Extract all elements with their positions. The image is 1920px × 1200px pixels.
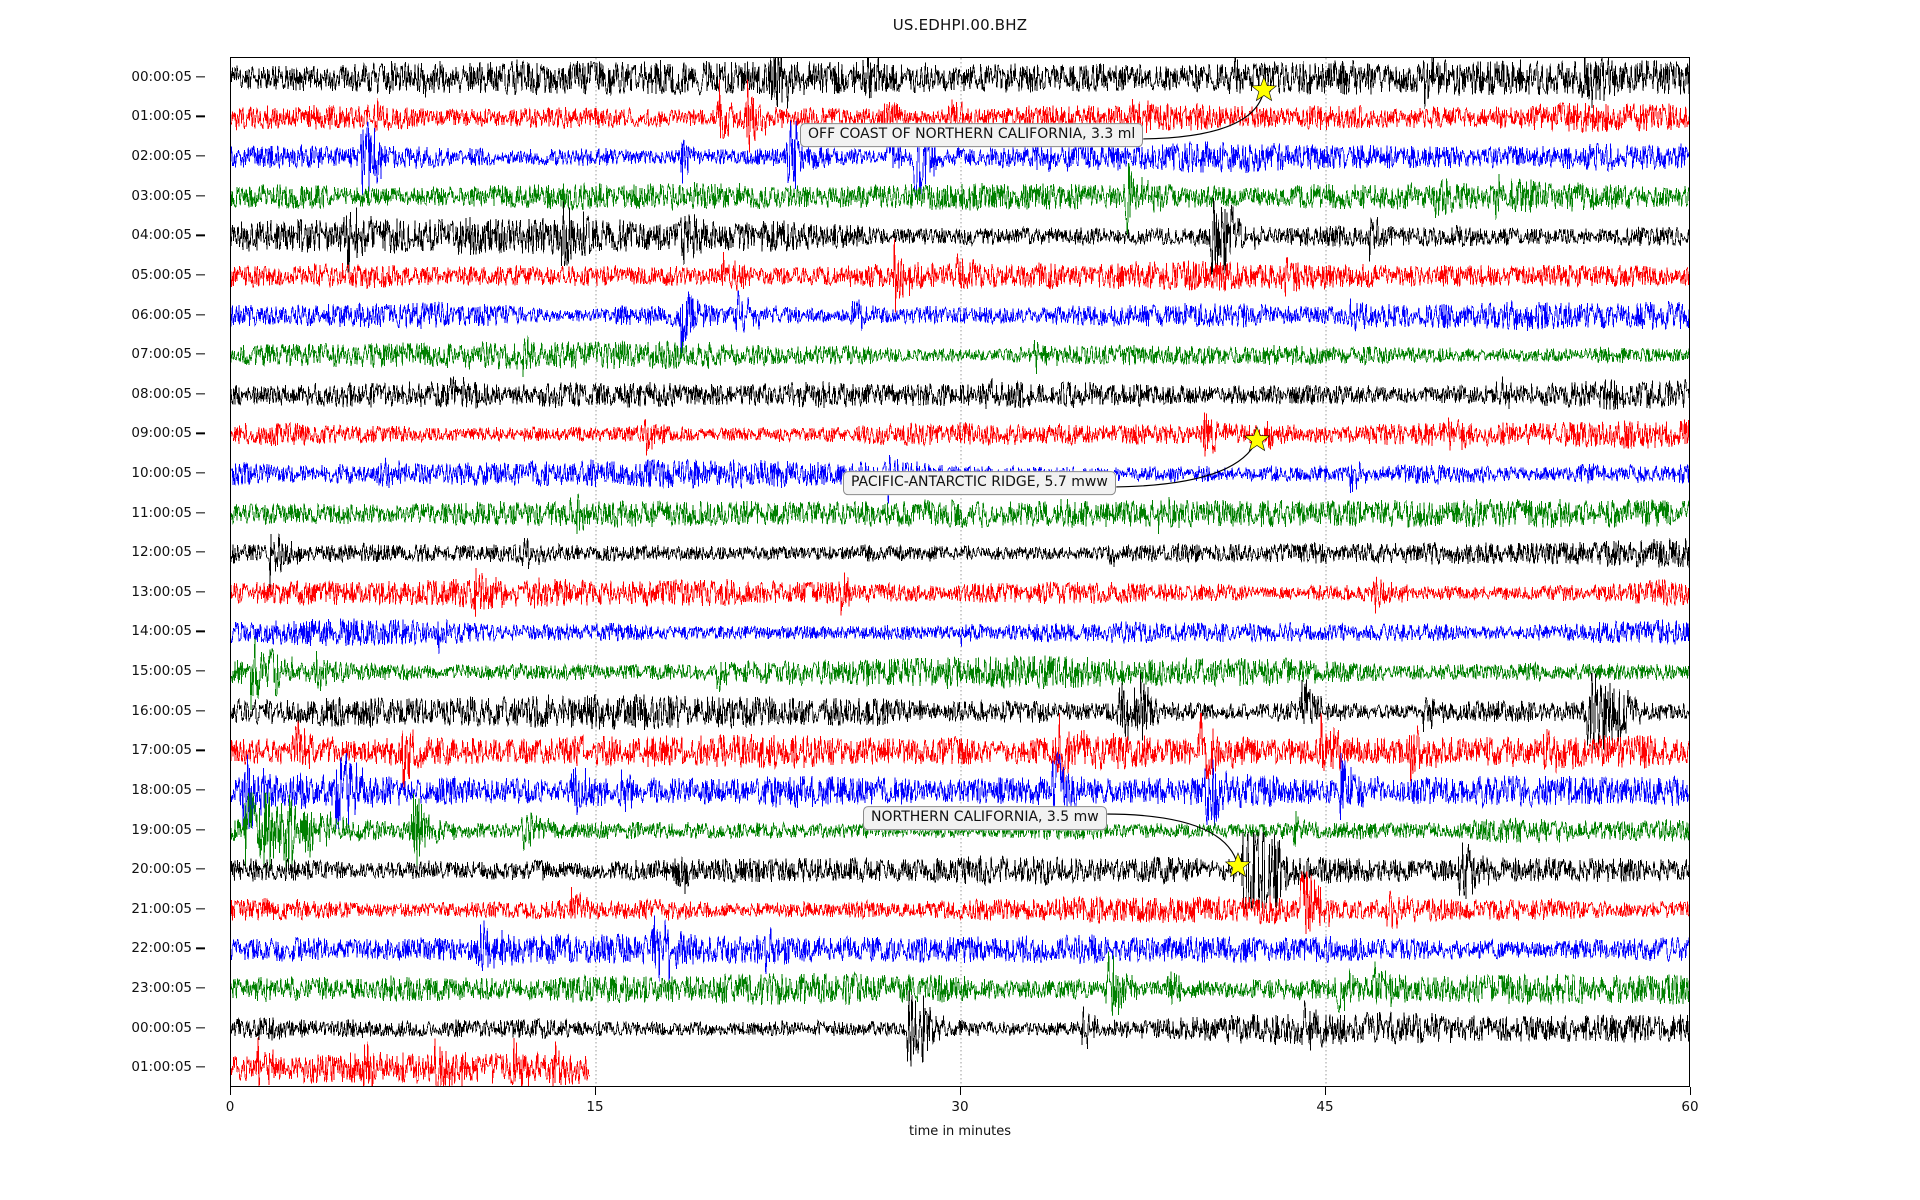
- seismic-trace: [231, 79, 1689, 153]
- y-axis-tick-label: 02:00:05: [131, 148, 192, 165]
- y-axis-tick-mark: [196, 947, 205, 949]
- plot-axes: [230, 57, 1690, 1087]
- x-axis-tick-label: 45: [1316, 1099, 1334, 1115]
- y-axis-tick-label: 03:00:05: [131, 187, 192, 204]
- y-axis-tick-mark: [196, 630, 205, 633]
- y-axis-tick-mark: [196, 274, 205, 276]
- seismic-trace: [231, 673, 1689, 750]
- seismic-traces: [231, 58, 1689, 1086]
- y-axis-tick-mark: [196, 709, 205, 712]
- y-axis-tick-label: 05:00:05: [131, 266, 192, 283]
- y-axis-tick-mark: [196, 472, 205, 474]
- y-axis-tick-label: 00:00:05: [131, 1019, 192, 1036]
- y-axis-tick-label: 00:00:05: [131, 68, 192, 85]
- y-axis-tick-mark: [196, 353, 205, 355]
- seismic-trace: [231, 493, 1689, 535]
- seismic-trace: [231, 290, 1689, 354]
- y-axis-tick-mark: [196, 551, 205, 553]
- seismic-trace: [231, 568, 1689, 618]
- y-axis-tick-mark: [196, 511, 205, 514]
- y-axis-tick-label: 18:00:05: [131, 781, 192, 798]
- seismic-trace: [231, 335, 1689, 378]
- y-axis-tick-label: 01:00:05: [131, 108, 192, 125]
- seismic-trace: [231, 713, 1689, 790]
- x-axis-tick-mark: [960, 1087, 962, 1095]
- seismic-trace: [231, 871, 1689, 934]
- seismic-trace: [231, 120, 1689, 196]
- y-axis-tick-mark: [196, 234, 205, 236]
- y-axis-tick-label: 23:00:05: [131, 979, 192, 996]
- y-axis-tick-mark: [196, 868, 205, 870]
- event-annotation-label[interactable]: PACIFIC-ANTARCTIC RIDGE, 5.7 mww: [843, 471, 1116, 495]
- x-axis-tick-label: 30: [951, 1099, 969, 1115]
- y-axis-tick-mark: [196, 591, 205, 593]
- seismic-trace: [231, 831, 1689, 910]
- y-axis-tick-mark: [196, 155, 205, 157]
- y-axis-tick-mark: [196, 115, 205, 118]
- y-axis-tick-mark: [196, 749, 205, 751]
- seismic-trace: [231, 237, 1689, 313]
- x-axis-tick-mark: [230, 1087, 232, 1095]
- y-axis-tick-label: 01:00:05: [131, 1059, 192, 1076]
- x-axis-tick-mark: [1325, 1087, 1327, 1095]
- seismic-trace: [231, 58, 1689, 109]
- x-axis-tick-label: 60: [1681, 1099, 1699, 1115]
- y-axis-tick-label: 13:00:05: [131, 583, 192, 600]
- y-axis-tick-label: 22:00:05: [131, 940, 192, 957]
- y-axis-tick-label: 16:00:05: [131, 702, 192, 719]
- y-axis-tick-label: 14:00:05: [131, 623, 192, 640]
- y-axis-tick-mark: [196, 1066, 205, 1068]
- y-axis-tick-label: 06:00:05: [131, 306, 192, 323]
- seismic-trace: [231, 990, 1689, 1067]
- seismic-trace: [231, 792, 1689, 869]
- event-annotation-label[interactable]: NORTHERN CALIFORNIA, 3.5 mw: [863, 806, 1107, 830]
- y-axis-tick-mark: [196, 789, 205, 791]
- y-axis-tick-label: 08:00:05: [131, 385, 192, 402]
- seismic-trace: [231, 163, 1689, 235]
- y-axis-tick-label: 21:00:05: [131, 900, 192, 917]
- seismic-trace: [231, 376, 1689, 410]
- seismic-trace: [231, 637, 1689, 711]
- y-axis-tick-label: 09:00:05: [131, 425, 192, 442]
- seismic-trace: [231, 915, 1689, 985]
- y-axis-tick-label: 07:00:05: [131, 346, 192, 363]
- y-axis-tick-mark: [196, 828, 205, 831]
- seismic-trace: [231, 533, 1689, 589]
- y-axis-tick-label: 17:00:05: [131, 742, 192, 759]
- y-axis-tick-mark: [196, 987, 205, 989]
- y-axis-tick-label: 04:00:05: [131, 227, 192, 244]
- y-axis-tick-label: 11:00:05: [131, 504, 192, 521]
- y-axis-tick-label: 15:00:05: [131, 663, 192, 680]
- y-axis-tick-mark: [196, 432, 205, 434]
- y-axis-tick-container: 00:00:05 01:00:05 02:00:05 03:00:05 04:00:05…: [0, 57, 230, 1087]
- x-axis-tick-label: 0: [225, 1099, 235, 1115]
- seismic-trace: [231, 618, 1689, 654]
- y-axis-tick-mark: [196, 393, 205, 395]
- page-title: US.EDHPI.00.BHZ: [892, 16, 1028, 34]
- x-axis-tick-label: 15: [586, 1099, 604, 1115]
- y-axis-tick-mark: [196, 670, 205, 672]
- y-axis-tick-label: 20:00:05: [131, 861, 192, 878]
- y-axis-tick-mark: [196, 76, 205, 78]
- y-axis-tick-mark: [196, 194, 205, 197]
- seismic-trace: [231, 751, 1689, 829]
- seismic-trace: [231, 198, 1689, 275]
- y-axis-tick-mark: [196, 1026, 205, 1029]
- x-axis-tick-mark: [1690, 1087, 1692, 1095]
- x-axis-tick-container: 0 15 30 45 60: [226, 1087, 1699, 1127]
- y-axis-tick-mark: [196, 313, 205, 316]
- seismic-trace: [231, 412, 1689, 457]
- y-axis-tick-mark: [196, 908, 205, 910]
- y-axis-tick-label: 10:00:05: [131, 464, 192, 481]
- seismic-trace: [231, 950, 1689, 1016]
- x-axis-tick-mark: [595, 1087, 597, 1095]
- seismic-trace: [231, 1036, 590, 1086]
- x-axis-label: time in minutes: [908, 1124, 1012, 1139]
- event-annotation-label[interactable]: OFF COAST OF NORTHERN CALIFORNIA, 3.3 ml: [800, 123, 1144, 147]
- y-axis-tick-label: 12:00:05: [131, 544, 192, 561]
- y-axis-tick-label: 19:00:05: [131, 821, 192, 838]
